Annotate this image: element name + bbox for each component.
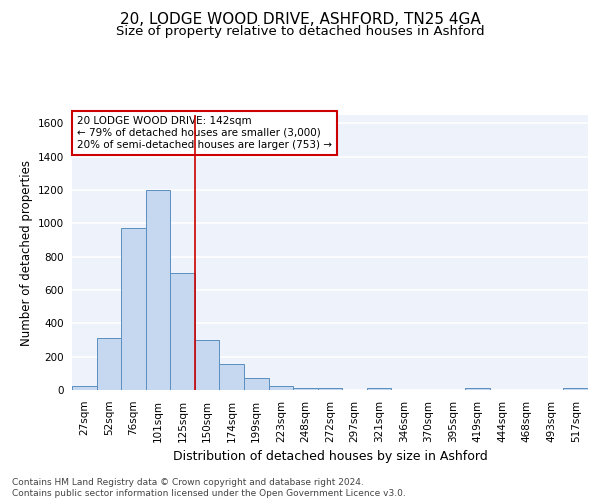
Bar [244, 378, 269, 390]
Text: 20 LODGE WOOD DRIVE: 142sqm
← 79% of detached houses are smaller (3,000)
20% of : 20 LODGE WOOD DRIVE: 142sqm ← 79% of det… [77, 116, 332, 150]
Bar [367, 388, 391, 390]
Bar [269, 386, 293, 390]
Bar [72, 386, 97, 390]
Bar [97, 338, 121, 390]
Bar [170, 274, 195, 390]
Text: Size of property relative to detached houses in Ashford: Size of property relative to detached ho… [116, 25, 484, 38]
Bar [293, 388, 318, 390]
Bar [121, 228, 146, 390]
Text: 20, LODGE WOOD DRIVE, ASHFORD, TN25 4GA: 20, LODGE WOOD DRIVE, ASHFORD, TN25 4GA [119, 12, 481, 28]
Bar [220, 364, 244, 390]
X-axis label: Distribution of detached houses by size in Ashford: Distribution of detached houses by size … [173, 450, 487, 463]
Text: Contains HM Land Registry data © Crown copyright and database right 2024.
Contai: Contains HM Land Registry data © Crown c… [12, 478, 406, 498]
Bar [318, 388, 342, 390]
Bar [465, 388, 490, 390]
Bar [195, 340, 220, 390]
Bar [563, 388, 588, 390]
Y-axis label: Number of detached properties: Number of detached properties [20, 160, 32, 346]
Bar [146, 190, 170, 390]
